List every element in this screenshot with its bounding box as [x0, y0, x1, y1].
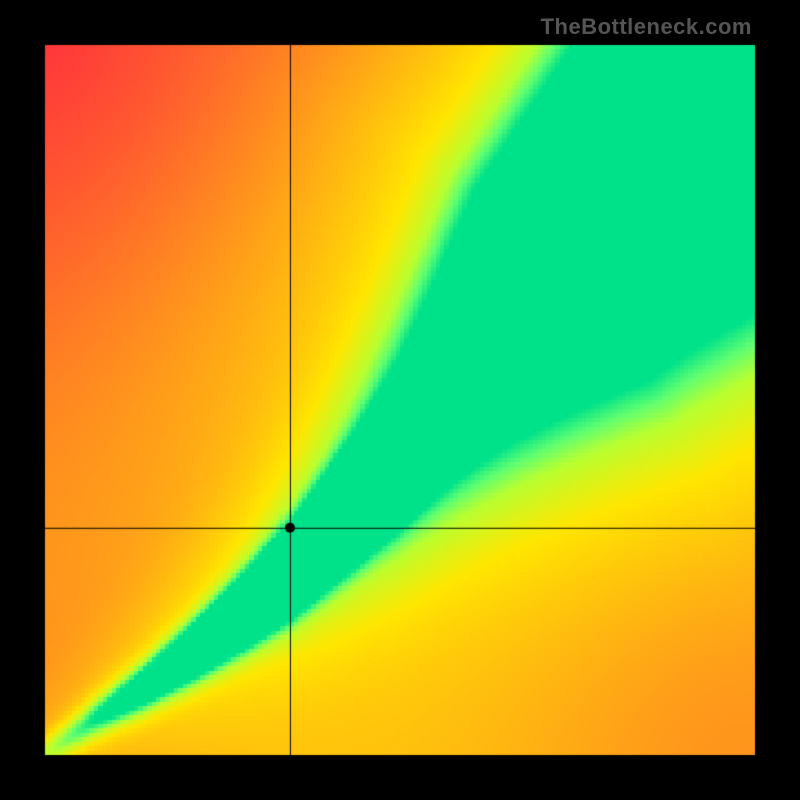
watermark-text: TheBottleneck.com	[541, 14, 752, 40]
chart-container: TheBottleneck.com	[0, 0, 800, 800]
bottleneck-heatmap	[0, 0, 800, 800]
